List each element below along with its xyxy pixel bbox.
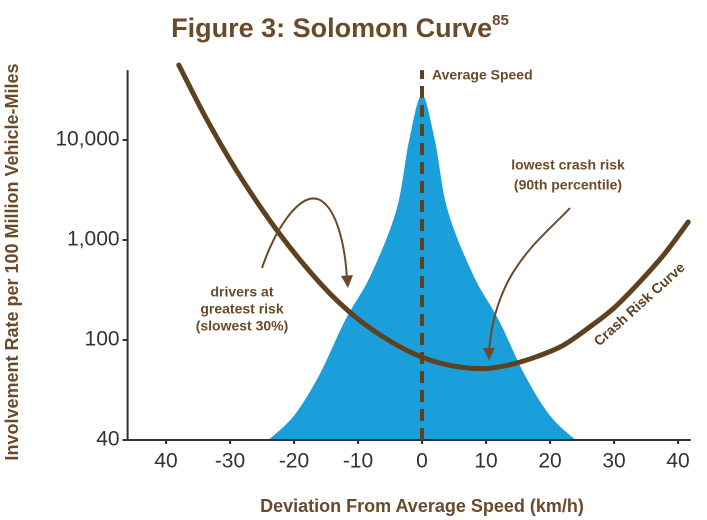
arrowhead (483, 348, 495, 360)
arrow (488, 207, 571, 353)
y-axis-label: Involvement Rate per 100 Million Vehicle… (2, 63, 22, 460)
x-tick-label: 40 (154, 450, 177, 473)
chart-title: Figure 3: Solomon Curve85 (171, 12, 509, 43)
annotation: drivers at (210, 284, 273, 300)
y-tick-label: 1,000 (67, 228, 120, 251)
y-tick-label: 40 (96, 428, 119, 451)
crash-risk-curve (176, 62, 691, 372)
x-tick-label: 0 (416, 450, 428, 473)
x-tick-label: 40 (666, 450, 689, 473)
annotation: Average Speed (432, 67, 533, 83)
x-tick-label: 20 (538, 450, 561, 473)
x-tick-label: -20 (279, 450, 309, 473)
annotation: (slowest 30%) (196, 318, 289, 334)
y-tick-label: 100 (85, 328, 120, 351)
x-axis-label: Deviation From Average Speed (km/h) (260, 496, 584, 516)
arrow (261, 197, 348, 281)
x-tick-label: 30 (602, 450, 625, 473)
y-tick-label: 10,000 (55, 128, 119, 151)
x-tick-label: -30 (215, 450, 245, 473)
arrowhead (341, 275, 353, 288)
annotations: Average Speed lowest crash risk (90th pe… (196, 67, 625, 360)
title-text: Figure 3: Solomon Curve (171, 13, 492, 43)
series-label: Crash Risk Curve (590, 259, 688, 349)
plot-area: 40 100 1,000 10,000 40 -30 -20 -10 0 10 20 30 40 Cras… (55, 62, 691, 473)
annotation: lowest crash risk (511, 157, 625, 173)
annotation: greatest risk (200, 301, 283, 317)
x-tick-label: 10 (474, 450, 497, 473)
annotation: (90th percentile) (514, 177, 622, 193)
x-tick-label: -10 (343, 450, 373, 473)
title-superscript: 85 (492, 12, 509, 29)
